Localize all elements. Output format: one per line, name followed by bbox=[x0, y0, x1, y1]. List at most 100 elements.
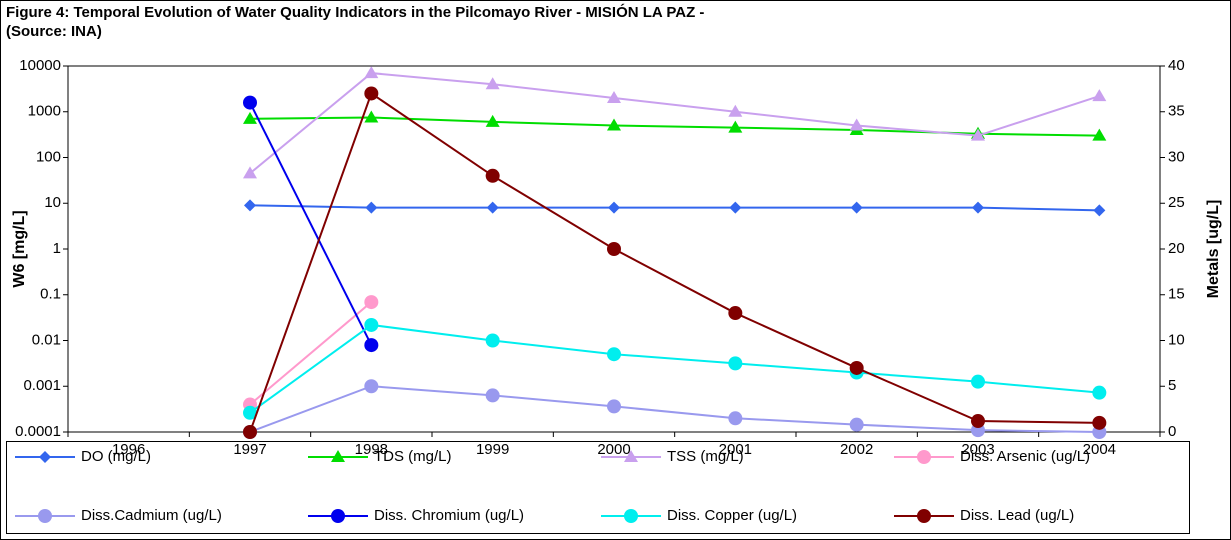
data-point bbox=[1092, 385, 1107, 400]
series-line bbox=[249, 385, 1100, 433]
x-tick-label: 1998 bbox=[355, 441, 388, 458]
data-point bbox=[607, 90, 621, 103]
y-tick-label: 0.0001 bbox=[15, 423, 61, 440]
legend-label: Diss. Lead (ug/L) bbox=[960, 507, 1074, 524]
data-point bbox=[728, 306, 743, 321]
x-tick-label: 2002 bbox=[840, 441, 873, 458]
y-tick-label: 1000 bbox=[28, 103, 61, 120]
legend-label: Diss. Copper (ug/L) bbox=[667, 507, 797, 524]
chart-title: Figure 4: Temporal Evolution of Water Qu… bbox=[6, 3, 704, 21]
series-line bbox=[249, 204, 1100, 212]
y-tick-label: 0.01 bbox=[32, 331, 61, 348]
y2-tick-label: 5 bbox=[1168, 377, 1176, 394]
data-point bbox=[244, 199, 256, 212]
data-point bbox=[243, 111, 257, 124]
legend-label: TSS (mg/L) bbox=[667, 448, 744, 465]
y2-axis-label: Metals [ug/L] bbox=[1205, 200, 1222, 299]
legend-label: Diss. Chromium (ug/L) bbox=[374, 507, 524, 524]
data-point bbox=[971, 414, 985, 429]
y2-tick-label: 15 bbox=[1168, 286, 1185, 303]
data-point bbox=[971, 374, 985, 389]
data-point bbox=[607, 399, 621, 414]
data-point bbox=[364, 66, 379, 79]
data-point bbox=[243, 425, 257, 439]
data-point bbox=[729, 201, 742, 214]
data-point bbox=[1093, 204, 1106, 217]
data-point bbox=[849, 417, 864, 432]
data-point bbox=[1092, 128, 1107, 141]
legend-marker bbox=[38, 509, 52, 523]
data-point bbox=[486, 201, 499, 214]
data-point bbox=[485, 168, 500, 183]
data-point bbox=[1092, 89, 1107, 102]
x-tick-label: 2003 bbox=[961, 441, 994, 458]
legend-label: TDS (mg/L) bbox=[374, 448, 452, 465]
data-point bbox=[364, 295, 379, 310]
data-point bbox=[728, 104, 743, 117]
data-point bbox=[607, 347, 621, 362]
data-point bbox=[243, 95, 257, 110]
data-point bbox=[364, 317, 379, 332]
data-point bbox=[728, 120, 743, 133]
y-tick-label: 10 bbox=[44, 194, 61, 211]
legend-label: Diss.Cadmium (ug/L) bbox=[81, 507, 222, 524]
data-point bbox=[607, 242, 621, 256]
x-tick-label: 1999 bbox=[476, 441, 509, 458]
y-axis-label: W6 [mg/L] bbox=[11, 210, 28, 287]
data-point bbox=[850, 201, 863, 214]
legend-marker bbox=[331, 450, 345, 462]
data-point bbox=[728, 356, 743, 371]
x-tick-label: 2004 bbox=[1083, 441, 1116, 458]
chart-source: (Source: INA) bbox=[6, 23, 102, 40]
data-point bbox=[364, 379, 379, 394]
legend-marker bbox=[917, 450, 931, 464]
data-point bbox=[364, 110, 379, 123]
series-line bbox=[249, 301, 372, 406]
y2-tick-label: 20 bbox=[1168, 240, 1185, 257]
data-point bbox=[485, 114, 500, 127]
legend bbox=[6, 441, 1190, 534]
legend-marker bbox=[917, 509, 931, 523]
legend-marker bbox=[624, 450, 638, 462]
legend-marker bbox=[39, 451, 51, 463]
legend-marker bbox=[624, 509, 638, 523]
legend-marker bbox=[331, 509, 345, 523]
data-point bbox=[849, 360, 864, 375]
data-point bbox=[1092, 415, 1107, 430]
y-tick-label: 0.001 bbox=[23, 377, 61, 394]
y-tick-label: 0.1 bbox=[40, 286, 61, 303]
y-tick-label: 10000 bbox=[19, 57, 61, 74]
x-tick-label: 1997 bbox=[233, 441, 266, 458]
y2-tick-label: 35 bbox=[1168, 103, 1185, 120]
x-tick-label: 2001 bbox=[719, 441, 752, 458]
legend-label: DO (mg/L) bbox=[81, 448, 151, 465]
series-line bbox=[249, 323, 1100, 414]
series-line bbox=[249, 102, 373, 346]
data-point bbox=[971, 128, 985, 141]
data-point bbox=[849, 118, 864, 131]
y2-tick-label: 10 bbox=[1168, 331, 1185, 348]
x-tick-label: 1996 bbox=[112, 441, 145, 458]
x-tick-label: 2000 bbox=[597, 441, 630, 458]
series-line bbox=[249, 72, 1100, 175]
data-point bbox=[243, 166, 257, 179]
data-point bbox=[243, 405, 257, 420]
data-point bbox=[485, 333, 500, 348]
y2-tick-label: 30 bbox=[1168, 148, 1185, 165]
data-point bbox=[485, 77, 500, 90]
data-point bbox=[607, 118, 621, 131]
data-point bbox=[728, 411, 743, 426]
y-tick-label: 1 bbox=[53, 240, 61, 257]
legend-label: Diss. Arsenic (ug/L) bbox=[960, 448, 1090, 465]
y-tick-label: 100 bbox=[36, 148, 61, 165]
y2-tick-label: 40 bbox=[1168, 57, 1185, 74]
data-point bbox=[364, 86, 379, 101]
data-point bbox=[364, 338, 379, 353]
y2-tick-label: 0 bbox=[1168, 423, 1176, 440]
series-line bbox=[249, 91, 1100, 433]
data-point bbox=[608, 201, 620, 214]
data-point bbox=[365, 201, 378, 214]
data-point bbox=[485, 388, 500, 403]
data-point bbox=[972, 201, 984, 214]
